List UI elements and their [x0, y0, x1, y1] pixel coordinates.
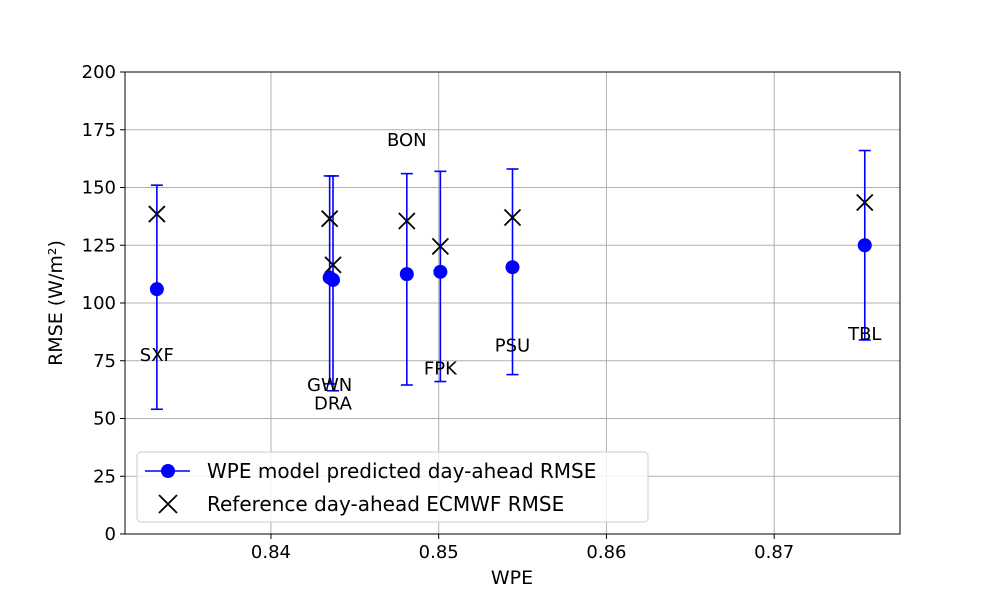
reference-point [431, 237, 450, 256]
legend-predicted-marker [161, 464, 175, 478]
site-label: FPK [424, 359, 458, 380]
y-axis-ticks: 0 25 50 75 100 125 150 175 200 [82, 62, 125, 545]
reference-point-stroke [148, 205, 166, 223]
predicted-point [149, 282, 164, 297]
reference-point [856, 193, 874, 212]
legend-box [136, 451, 649, 523]
x-tick-label: 0.84 [251, 542, 291, 563]
reference-point [148, 205, 166, 223]
y-tick-label: 150 [82, 178, 116, 199]
x-tick-label: 0.85 [419, 542, 459, 563]
y-axis-label: RMSE (W/m²) [45, 240, 67, 366]
y-tick-label: 0 [105, 524, 116, 545]
y-tick-label: 175 [82, 120, 116, 141]
x-tick-label: 0.86 [586, 542, 626, 563]
y-tick-label: 75 [93, 351, 116, 372]
reference-point [321, 210, 339, 228]
reference-point-stroke [431, 237, 450, 256]
error-bar [150, 184, 163, 411]
site-label: BON [387, 130, 427, 151]
predicted-point [433, 264, 448, 279]
x-tick-label: 0.87 [754, 542, 794, 563]
reference-point-stroke [503, 208, 522, 227]
legend-reference-label: Reference day-ahead ECMWF RMSE [207, 492, 564, 516]
y-tick-label: 100 [82, 293, 116, 314]
reference-point [324, 256, 342, 274]
y-tick-label: 25 [93, 466, 116, 487]
site-label: DRA [314, 393, 353, 414]
predicted-point [326, 272, 341, 287]
predicted-markers [149, 238, 872, 297]
y-tick-label: 200 [82, 62, 116, 83]
reference-point [398, 212, 416, 230]
site-label: SXF [140, 345, 174, 366]
y-tick-label: 50 [93, 409, 116, 430]
y-axis-label-unit: (W/m²) [45, 240, 67, 306]
predicted-point [399, 267, 414, 282]
error-bars [150, 149, 871, 411]
x-axis-label: WPE [491, 567, 533, 589]
reference-point-stroke [321, 210, 339, 228]
reference-point-stroke [398, 212, 416, 230]
reference-markers [148, 193, 874, 274]
site-label: TBL [847, 324, 881, 345]
site-label: PSU [495, 336, 530, 357]
site-label: GWN [307, 375, 352, 396]
reference-point [503, 208, 522, 227]
y-axis-label-main: RMSE [45, 312, 67, 366]
legend-reference-marker [158, 494, 178, 514]
predicted-point [857, 238, 872, 253]
reference-point-stroke [324, 256, 342, 274]
x-axis-ticks: 0.84 0.85 0.86 0.87 [251, 534, 794, 563]
predicted-point [505, 260, 520, 275]
legend-predicted-label: WPE model predicted day-ahead RMSE [207, 459, 596, 483]
y-tick-label: 125 [82, 235, 116, 256]
reference-point-stroke [856, 193, 874, 212]
legend: WPE model predicted day-ahead RMSE Refer… [136, 451, 649, 523]
